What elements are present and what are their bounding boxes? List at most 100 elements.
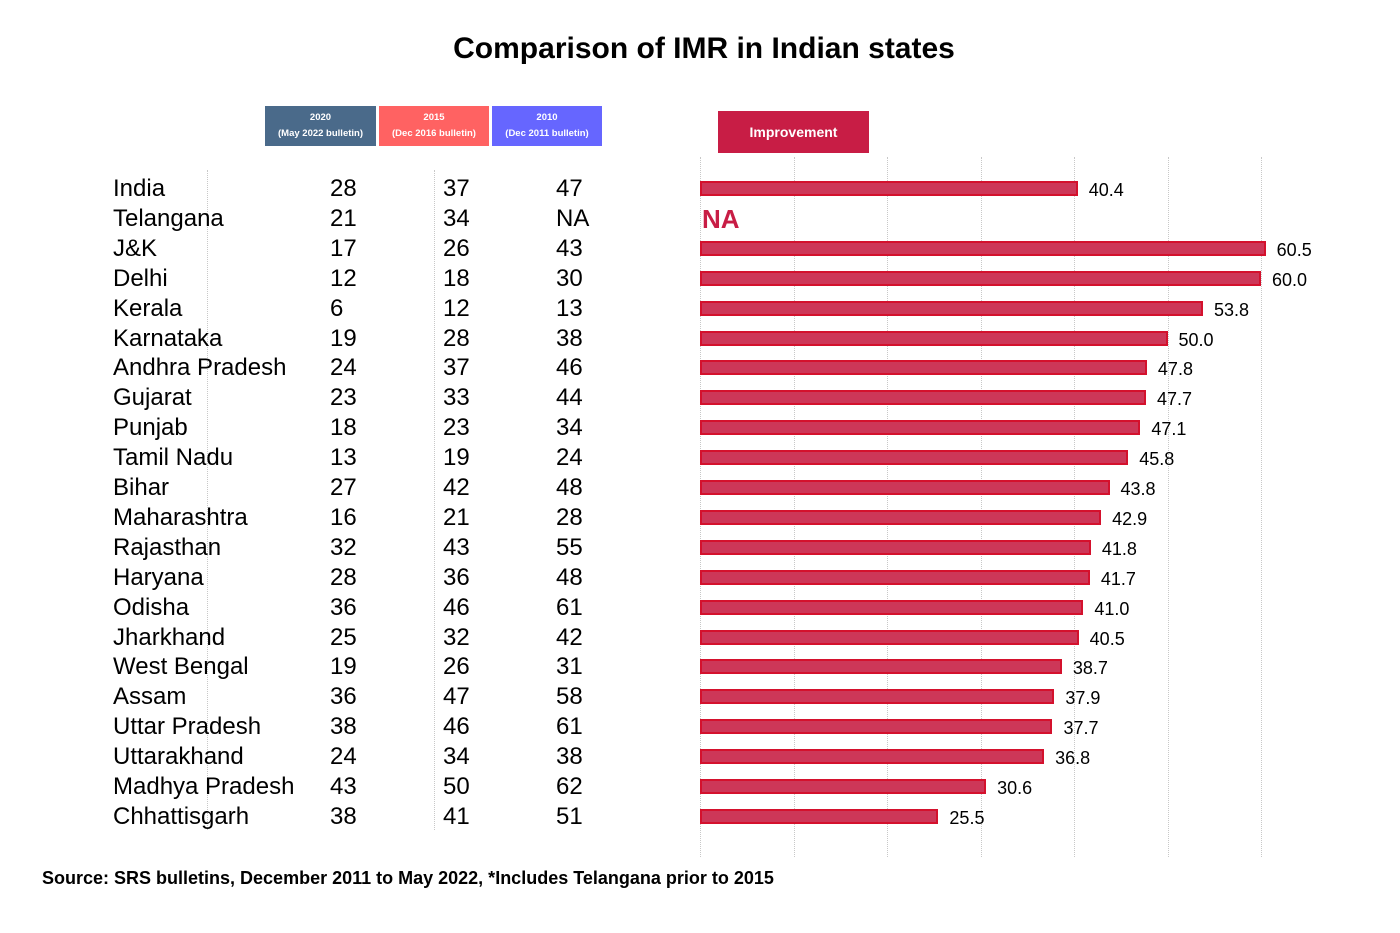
imr-2015: 26: [443, 234, 470, 262]
header-2020-sub: (May 2022 bulletin): [278, 128, 363, 139]
bar-value-label: 40.4: [1088, 180, 1124, 200]
state-name: Odisha: [113, 593, 190, 621]
gridline: [1167, 157, 1169, 857]
imr-2020: 25: [330, 623, 357, 651]
state-name: Uttar Pradesh: [113, 713, 262, 741]
bar: [700, 240, 1266, 256]
imr-2020: 13: [330, 444, 357, 472]
table-row: Delhi 12 18 30: [0, 264, 700, 294]
imr-2020: 28: [330, 563, 357, 591]
state-name: Karnataka: [113, 324, 223, 352]
header-2020: 2020 (May 2022 bulletin): [265, 106, 376, 146]
bar: [700, 450, 1129, 466]
table-row: Odisha 36 46 61: [0, 593, 700, 623]
imr-2015: 36: [443, 563, 470, 591]
bar-value-label: 41.0: [1094, 598, 1130, 619]
state-name: India: [113, 175, 166, 202]
gridline: [1261, 157, 1262, 857]
table-row: Bihar 27 42 48: [0, 473, 700, 503]
imr-2010: 38: [556, 324, 583, 352]
bar: [700, 181, 1078, 196]
bar-value-label: 43.8: [1120, 479, 1156, 499]
table-row: Kerala 6 12 13: [0, 294, 700, 324]
imr-2020: 17: [330, 234, 357, 262]
imr-2015: 26: [443, 653, 470, 681]
imr-2010: 51: [556, 802, 583, 830]
bar-value-label: 60.0: [1272, 269, 1308, 290]
imr-2010: 44: [556, 384, 583, 412]
bar-value-label: 42.9: [1112, 508, 1148, 529]
imr-2015: 23: [443, 414, 470, 442]
bar: [700, 599, 1084, 615]
state-name: Uttarakhand: [113, 743, 244, 771]
bar: [700, 390, 1146, 406]
table-row: India 28 37 47: [0, 174, 700, 204]
gridline: [793, 157, 795, 857]
imr-2010: 62: [556, 773, 583, 800]
gridline: [887, 157, 888, 857]
imr-2010: 13: [556, 294, 583, 322]
imr-2015: 34: [443, 204, 470, 232]
imr-2015: 33: [443, 384, 470, 412]
imr-2020: 36: [330, 683, 357, 711]
imr-2020: 23: [330, 384, 357, 412]
imr-2010: 55: [556, 533, 583, 561]
imr-2010: 30: [556, 264, 583, 292]
state-name: Rajasthan: [113, 533, 222, 561]
imr-2015: 32: [443, 623, 470, 651]
bar: [700, 480, 1110, 495]
bar-value-label: 53.8: [1214, 299, 1250, 320]
imr-2010: 38: [556, 743, 583, 771]
header-2010-year: 2010: [536, 112, 558, 123]
state-name: Tamil Nadu: [113, 444, 234, 472]
table-row: Madhya Pradesh 43 50 62: [0, 772, 700, 802]
bar: [700, 749, 1045, 765]
table-row: Chhattisgarh 38 41 51: [0, 802, 700, 832]
imr-2010: 46: [556, 354, 583, 382]
header-2015-year: 2015: [423, 112, 445, 123]
state-name: Bihar: [113, 474, 170, 501]
state-name: Telangana: [113, 204, 224, 232]
bar: [700, 808, 939, 824]
bar-value-label: 37.7: [1063, 718, 1099, 739]
imr-2015: 46: [443, 713, 470, 741]
imr-2015: 43: [443, 533, 470, 561]
imr-2010: 24: [556, 444, 583, 472]
state-name: Chhattisgarh: [113, 802, 250, 830]
imr-2020: 36: [330, 593, 357, 621]
bar-value-label: 38.7: [1072, 658, 1108, 679]
bar-value-label: 30.6: [997, 778, 1033, 798]
table-row: Uttar Pradesh 38 46 61: [0, 712, 700, 742]
state-name: Delhi: [113, 264, 168, 292]
bar-value-label: 40.5: [1089, 628, 1125, 649]
table-row: J&K 17 26 43: [0, 234, 700, 264]
imr-2015: 37: [443, 354, 470, 382]
imr-2020: 38: [330, 802, 357, 830]
gridline: [1074, 157, 1075, 857]
table-row: Maharashtra 16 21 28: [0, 503, 700, 533]
imr-2010: 61: [556, 713, 583, 741]
imr-2015: 50: [443, 773, 470, 800]
chart-title: Comparison of IMR in Indian states: [453, 32, 955, 65]
improvement-header: Improvement: [718, 111, 869, 153]
table-row: Haryana 28 36 48: [0, 563, 700, 593]
bar-value-label: 41.8: [1101, 538, 1137, 559]
gridline: [980, 157, 982, 857]
table-row: Punjab 18 23 34: [0, 413, 700, 443]
imr-2010: 43: [556, 234, 583, 262]
imr-2020: 24: [330, 743, 357, 771]
table-row: Gujarat 23 33 44: [0, 383, 700, 413]
imr-2010: 42: [556, 623, 583, 651]
bar: [700, 629, 1079, 645]
imr-2010: 34: [556, 414, 583, 442]
imr-2015: 21: [443, 503, 470, 531]
bar: [700, 420, 1141, 436]
gridline: [700, 157, 701, 857]
imr-2015: 42: [443, 474, 470, 501]
state-name: Assam: [113, 683, 187, 711]
bar-value-label: 47.7: [1156, 389, 1193, 410]
imr-2020: 27: [330, 474, 357, 501]
imr-2015: 18: [443, 264, 470, 292]
table-gridline: [434, 170, 435, 830]
bar: [700, 360, 1147, 376]
